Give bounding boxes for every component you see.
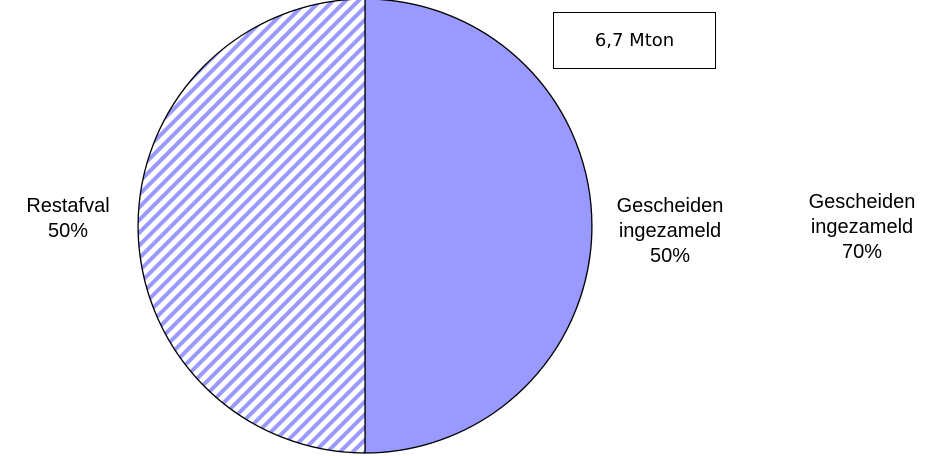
category-label: Restafval <box>26 195 110 217</box>
slice-label: Gescheiden ingezameld 50% <box>595 194 745 269</box>
value-label: 50% <box>649 245 691 267</box>
pie-slice <box>137 0 366 454</box>
slice-label: Restafval 50% <box>0 194 143 244</box>
value-label: 50% <box>47 220 89 242</box>
slice-label: Gescheiden ingezameld 70% <box>787 190 937 265</box>
category-label: Gescheiden ingezameld <box>616 195 724 242</box>
value-label: 70% <box>841 241 883 263</box>
annotation: 6,7 Mton <box>553 12 716 69</box>
pie-slice <box>364 0 593 454</box>
category-label: Gescheiden ingezameld <box>808 191 916 238</box>
